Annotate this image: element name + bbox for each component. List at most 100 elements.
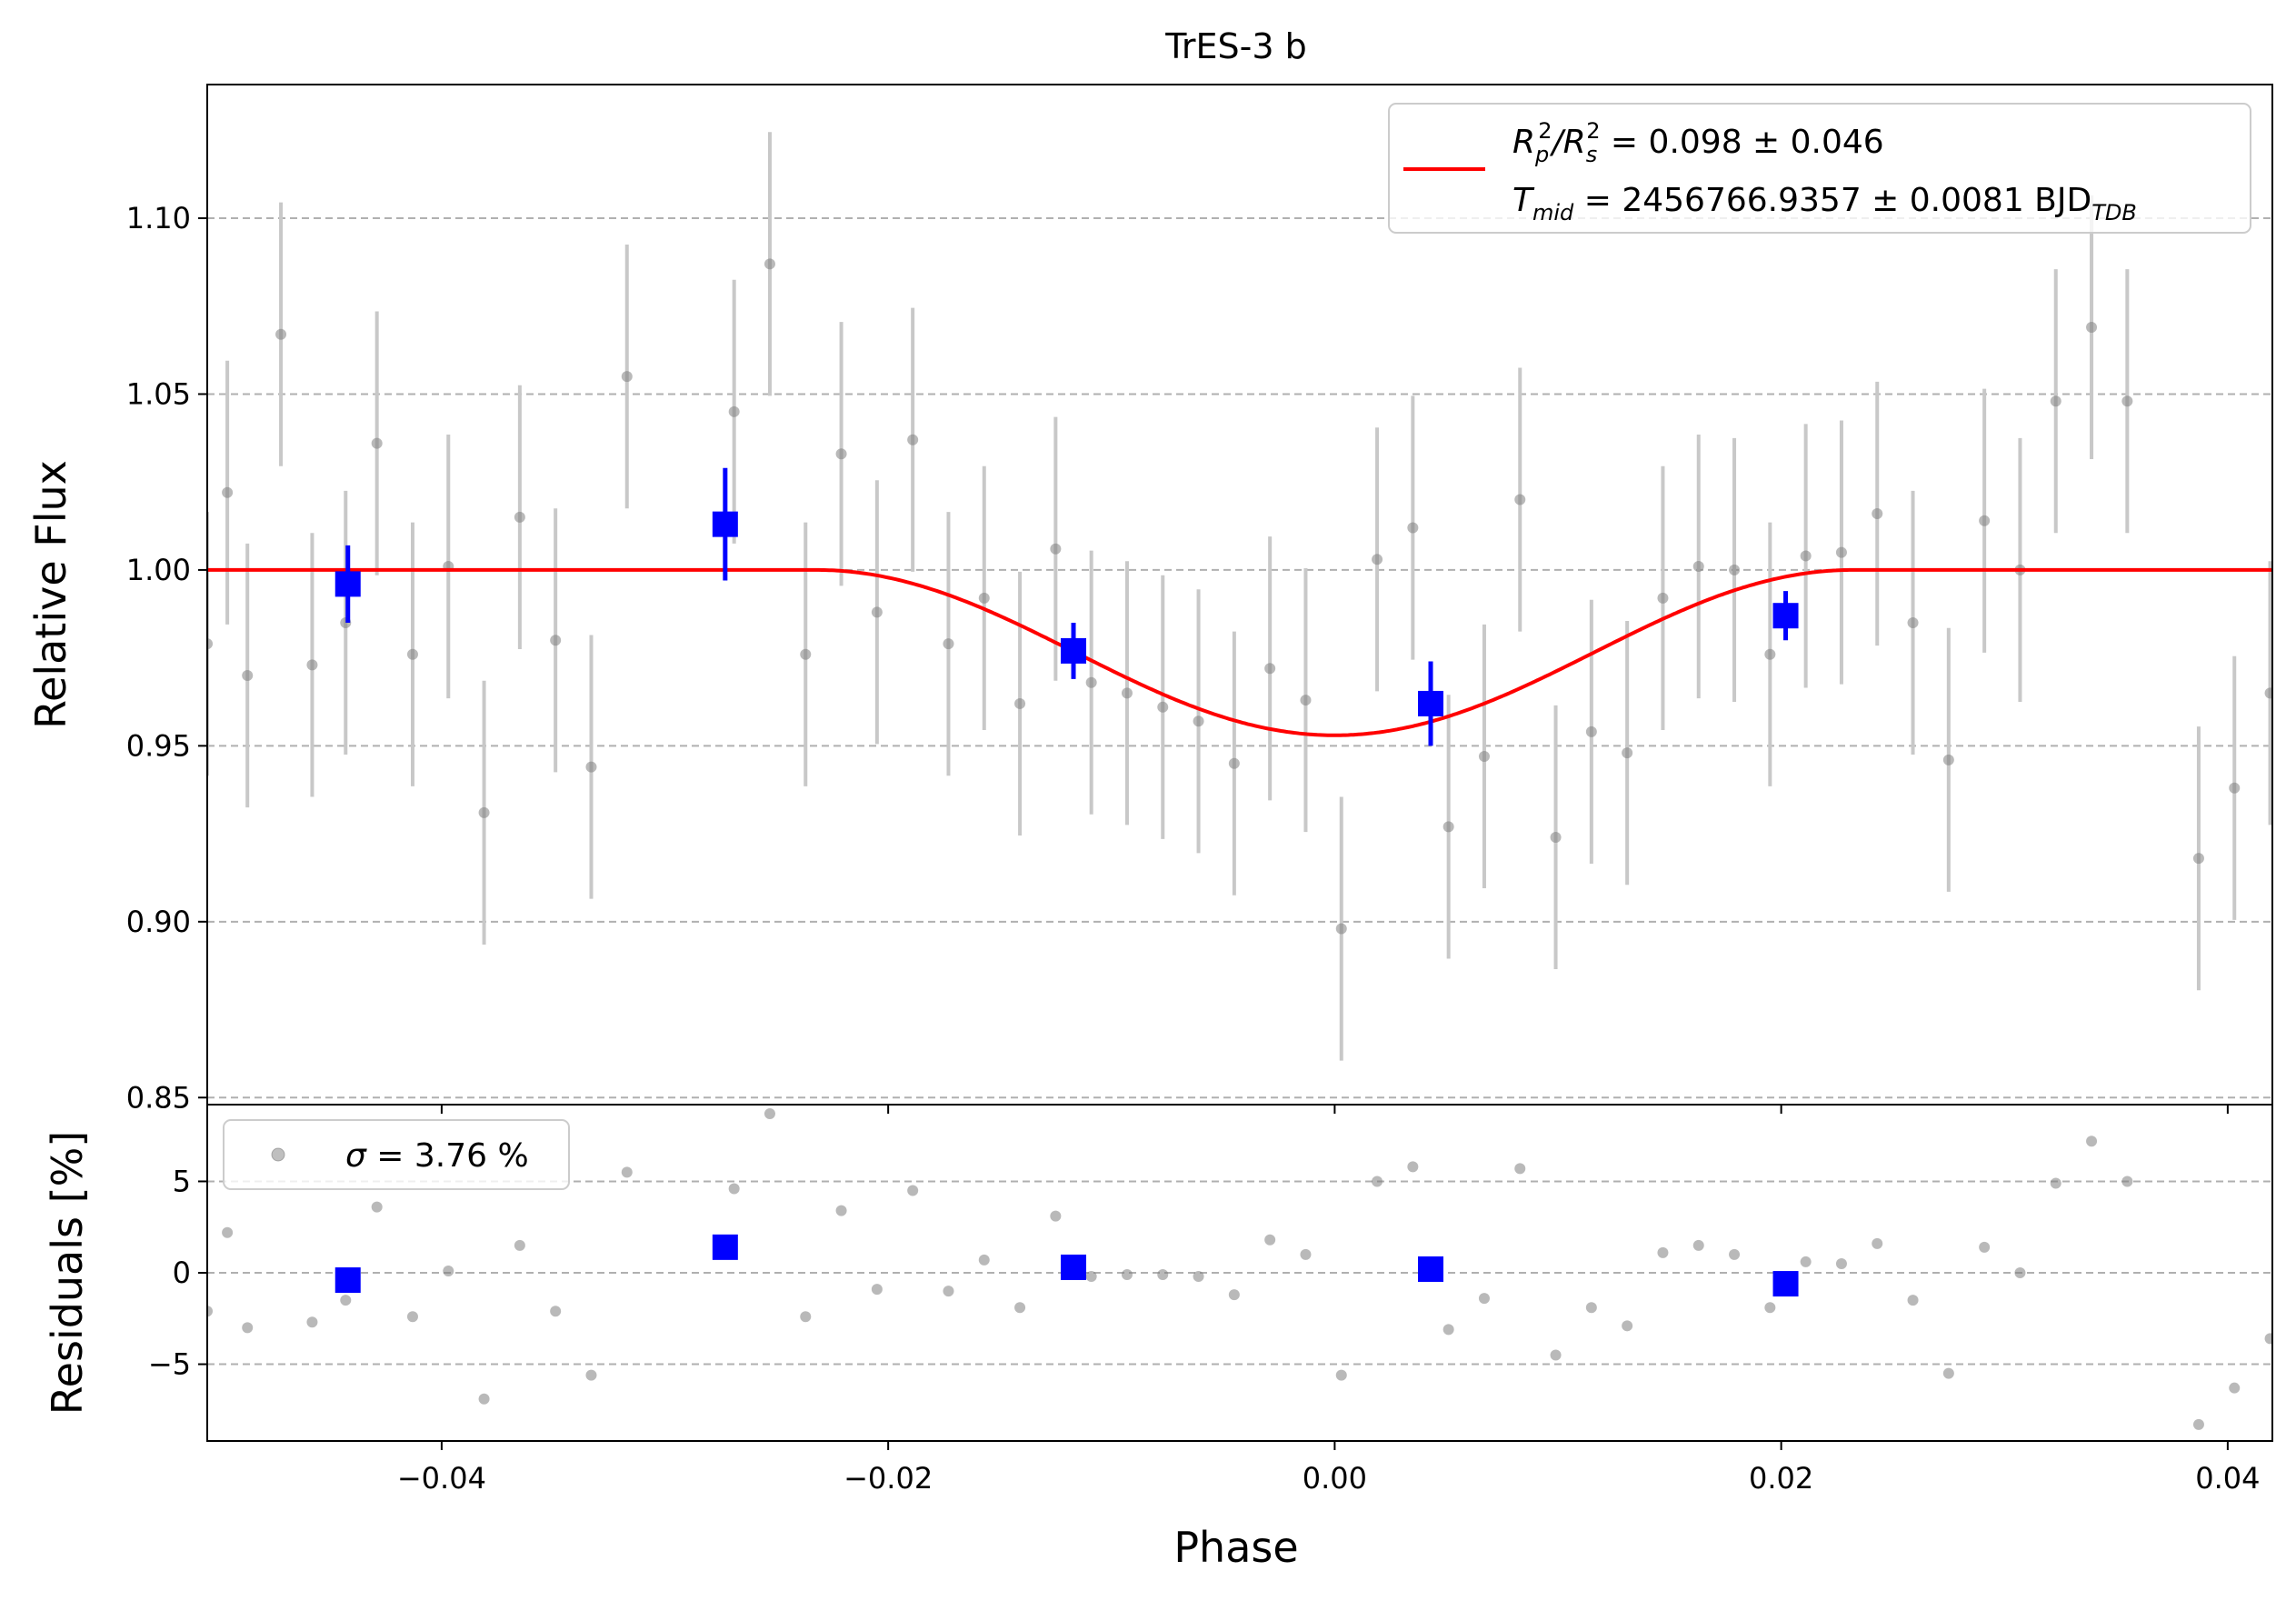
residual-raw-point bbox=[1800, 1256, 1812, 1267]
residuals-binned-points bbox=[334, 1234, 1799, 1297]
residual-raw-point bbox=[1407, 1161, 1419, 1173]
residual-raw-point bbox=[1692, 1239, 1704, 1251]
flux-raw-point bbox=[2086, 321, 2098, 333]
flux-raw-point bbox=[1300, 695, 1312, 706]
flux-raw-point bbox=[585, 761, 597, 773]
xtick-label: 0.00 bbox=[1303, 1461, 1367, 1496]
flux-binned-point bbox=[334, 571, 361, 597]
residual-raw-point bbox=[1014, 1302, 1026, 1314]
flux-ytick-label: 0.95 bbox=[126, 728, 191, 763]
flux-raw-point bbox=[621, 371, 633, 383]
flux-raw-point bbox=[514, 511, 525, 523]
flux-raw-point bbox=[1478, 750, 1490, 762]
residual-raw-point bbox=[1657, 1246, 1669, 1258]
flux-binned-point bbox=[1772, 603, 1799, 629]
residual-raw-point bbox=[1085, 1271, 1097, 1283]
residual-raw-point bbox=[1585, 1302, 1597, 1314]
residual-raw-point bbox=[1942, 1367, 1954, 1379]
xtick-label: −0.02 bbox=[844, 1461, 933, 1496]
residual-raw-point bbox=[1050, 1210, 1062, 1222]
flux-raw-point bbox=[1442, 821, 1454, 833]
residual-raw-point bbox=[2014, 1267, 2026, 1278]
flux-raw-point bbox=[1514, 494, 1526, 505]
xtick-label: 0.02 bbox=[1749, 1461, 1813, 1496]
residual-raw-point bbox=[764, 1108, 775, 1120]
flux-raw-point bbox=[800, 648, 812, 660]
flux-raw-point bbox=[2229, 782, 2241, 794]
residual-raw-point bbox=[1193, 1271, 1204, 1283]
residuals-y-ticks: −5 0 5 bbox=[148, 1164, 207, 1382]
residual-raw-point bbox=[621, 1166, 633, 1178]
flux-raw-point bbox=[1228, 757, 1240, 769]
flux-raw-point bbox=[1335, 923, 1347, 935]
flux-binned-point bbox=[1418, 690, 1444, 716]
flux-raw-point bbox=[1014, 697, 1026, 709]
residual-raw-point bbox=[2050, 1177, 2061, 1189]
flux-raw-point bbox=[2121, 395, 2133, 407]
flux-raw-point bbox=[550, 635, 562, 646]
residuals-legend: σ = 3.76 % bbox=[223, 1119, 570, 1190]
flux-raw-point bbox=[406, 648, 418, 660]
flux-raw-point bbox=[1193, 715, 1204, 727]
legend-residual-swatch bbox=[271, 1147, 285, 1162]
flux-raw-point bbox=[222, 486, 234, 498]
xtick-label: −0.04 bbox=[397, 1461, 486, 1496]
residual-binned-point bbox=[1061, 1254, 1087, 1280]
residual-binned-point bbox=[1772, 1271, 1799, 1297]
residual-raw-point bbox=[943, 1286, 954, 1297]
xtick-label: 0.04 bbox=[2195, 1461, 2260, 1496]
flux-ylabel: Relative Flux bbox=[26, 460, 75, 729]
flux-raw-point bbox=[1050, 543, 1062, 555]
residual-raw-point bbox=[406, 1311, 418, 1323]
flux-raw-point bbox=[1157, 701, 1169, 713]
residual-raw-point bbox=[478, 1393, 490, 1405]
flux-raw-point bbox=[1907, 616, 1919, 628]
residual-raw-point bbox=[443, 1265, 454, 1276]
residuals-raw-points bbox=[207, 1108, 2272, 1430]
flux-raw-point bbox=[1692, 561, 1704, 573]
flux-raw-point bbox=[907, 434, 919, 445]
flux-binned-point bbox=[1061, 637, 1087, 664]
residual-raw-point bbox=[978, 1254, 990, 1266]
residual-raw-point bbox=[728, 1183, 740, 1195]
flux-raw-point bbox=[978, 592, 990, 604]
residual-raw-point bbox=[1907, 1295, 1919, 1306]
flux-ytick-label: 0.90 bbox=[126, 905, 191, 939]
residual-raw-point bbox=[871, 1284, 883, 1296]
residual-raw-point bbox=[306, 1316, 318, 1328]
residual-raw-point bbox=[1442, 1324, 1454, 1336]
residual-raw-point bbox=[1550, 1349, 1562, 1361]
flux-raw-point bbox=[1550, 831, 1562, 843]
flux-raw-point bbox=[764, 258, 775, 270]
flux-raw-point bbox=[1835, 546, 1847, 558]
residual-raw-point bbox=[1372, 1176, 1383, 1187]
residual-raw-point bbox=[514, 1239, 525, 1251]
flux-raw-point bbox=[1372, 554, 1383, 565]
flux-raw-point bbox=[1942, 754, 1954, 765]
residual-raw-point bbox=[2086, 1136, 2098, 1147]
residual-raw-point bbox=[1335, 1369, 1347, 1381]
residual-raw-point bbox=[371, 1201, 383, 1213]
x-axis-label: Phase bbox=[1173, 1523, 1298, 1572]
residual-raw-point bbox=[1729, 1248, 1741, 1260]
residual-raw-point bbox=[800, 1311, 812, 1323]
transit-model bbox=[207, 567, 2272, 737]
flux-binned-points bbox=[334, 467, 1799, 746]
residual-raw-point bbox=[1979, 1241, 1991, 1253]
flux-raw-point bbox=[242, 669, 254, 681]
flux-raw-point bbox=[275, 328, 287, 340]
chart-title: TrES-3 b bbox=[1164, 26, 1306, 66]
residuals-ytick-label: 0 bbox=[173, 1256, 191, 1290]
residuals-ylabel: Residuals [%] bbox=[43, 1131, 92, 1415]
x-ticks: −0.04 −0.02 0.00 0.02 0.04 bbox=[397, 1105, 2261, 1496]
flux-raw-point bbox=[1764, 648, 1776, 660]
flux-raw-point bbox=[1585, 725, 1597, 737]
flux-raw-point bbox=[2264, 687, 2272, 699]
flux-raw-point bbox=[1729, 564, 1741, 575]
residual-raw-point bbox=[2192, 1418, 2204, 1430]
residual-raw-point bbox=[2264, 1333, 2272, 1345]
residual-raw-point bbox=[340, 1295, 352, 1306]
flux-raw-point bbox=[1622, 747, 1633, 759]
flux-panel: 0.85 0.90 0.95 1.00 1.05 1.10 Relative Flux R… bbox=[26, 84, 2273, 1115]
